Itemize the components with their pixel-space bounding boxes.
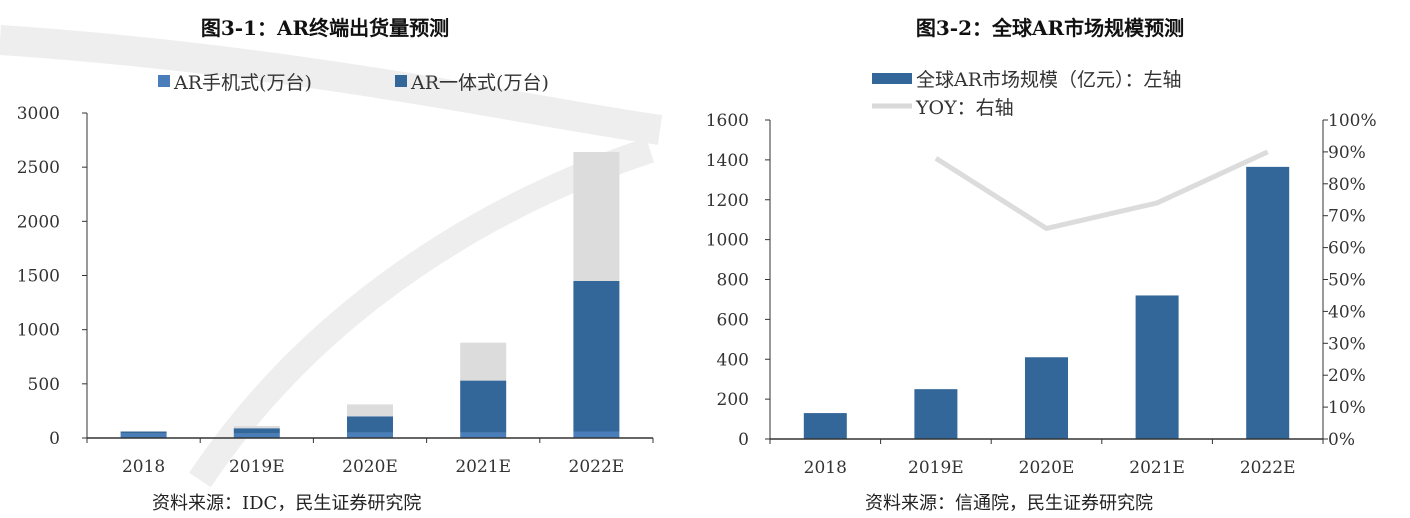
chart-1-title: 图3-1：AR终端出货量预测 xyxy=(201,16,449,40)
legend-swatch-standalone-ar xyxy=(395,75,407,87)
chart-2-left-tick-label: 1000 xyxy=(706,231,749,251)
chart-2-right-tick-label: 100% xyxy=(1328,111,1377,131)
chart-2-right-tick-label: 70% xyxy=(1328,207,1366,227)
legend-label-standalone-ar: AR一体式(万台) xyxy=(410,72,549,94)
chart-2-bar xyxy=(1135,295,1179,439)
chart-2-legend: 全球AR市场规模（亿元）：左轴 YOY：右轴 xyxy=(872,69,1182,119)
chart-1-y-tick-label: 3000 xyxy=(17,104,60,124)
chart-1-x-axis-labels: 2018 2019E 2020E 2021E 2022E xyxy=(86,438,654,477)
chart-1-bar-segment-2 xyxy=(347,404,393,417)
chart-2-left-tick-label: 1600 xyxy=(706,111,749,131)
chart-2-right-tick-label: 10% xyxy=(1328,398,1366,418)
chart-1-y-tick-label: 500 xyxy=(28,375,60,395)
chart-2-x-tick-label: 2022E xyxy=(1240,458,1296,478)
chart-1-x-tick-label: 2018 xyxy=(122,457,165,477)
chart-2-bar xyxy=(803,413,847,439)
chart-2: 图3-2：全球AR市场规模预测 全球AR市场规模（亿元）：左轴 YOY：右轴 0… xyxy=(706,16,1377,514)
chart-2-left-tick-label: 1400 xyxy=(706,151,749,171)
chart-2-left-tick-label: 1200 xyxy=(706,191,749,211)
chart-1-y-tick-label: 1000 xyxy=(17,321,60,341)
chart-1-bar-segment-0 xyxy=(347,432,393,438)
chart-1-y-tick-label: 2500 xyxy=(17,158,60,178)
legend-label-yoy: YOY：右轴 xyxy=(915,97,1014,119)
chart-2-x-tick-label: 2020E xyxy=(1019,458,1075,478)
chart-1-x-tick-label: 2020E xyxy=(342,457,398,477)
chart-1-y-tick-label: 0 xyxy=(49,429,60,449)
chart-2-x-tick-label: 2021E xyxy=(1129,458,1185,478)
chart-1-x-tick-label: 2019E xyxy=(229,457,285,477)
chart-2-right-axis-ticks: 0% 10% 20% 30% 40% 50% 60% 70% 80% 90% 100% xyxy=(1323,111,1377,450)
legend-swatch-market-size xyxy=(872,73,912,84)
chart-2-left-tick-label: 400 xyxy=(717,350,749,370)
chart-2-left-tick-label: 200 xyxy=(717,390,749,410)
chart-1-bar-segment-0 xyxy=(233,433,280,438)
chart-2-bar xyxy=(1025,357,1068,439)
chart-2-left-tick-label: 0 xyxy=(738,430,749,450)
legend-swatch-phone-ar xyxy=(158,75,170,87)
chart-2-right-tick-label: 80% xyxy=(1328,175,1366,195)
chart-1-bar-segment-1 xyxy=(233,428,280,434)
chart-2-bar xyxy=(1246,166,1290,439)
chart-2-bars xyxy=(803,166,1290,439)
chart-1-source: 资料来源：IDC，民生证券研究院 xyxy=(152,493,421,514)
chart-1-y-tick-label: 2000 xyxy=(17,212,60,232)
chart-1-x-tick-label: 2021E xyxy=(455,457,511,477)
chart-2-title: 图3-2：全球AR市场规模预测 xyxy=(916,16,1184,40)
chart-1-bar-segment-0 xyxy=(120,433,167,438)
chart-2-x-axis-labels: 2018 2019E 2020E 2021E 2022E xyxy=(769,439,1324,478)
chart-2-left-tick-label: 800 xyxy=(717,271,749,291)
chart-2-left-axis-ticks: 0 200 400 600 800 1000 1200 1400 1600 xyxy=(706,111,770,450)
legend-label-market-size: 全球AR市场规模（亿元）：左轴 xyxy=(916,69,1182,91)
legend-label-phone-ar: AR手机式(万台) xyxy=(173,72,312,94)
chart-1-bar-segment-0 xyxy=(460,432,507,438)
chart-1-y-tick-label: 1500 xyxy=(17,267,60,287)
chart-2-right-tick-label: 20% xyxy=(1328,366,1366,386)
chart-2-bar xyxy=(914,389,958,439)
chart-1-bars xyxy=(120,152,620,438)
chart-1-bar-segment-2 xyxy=(460,342,507,381)
chart-1-bar-segment-1 xyxy=(573,280,620,432)
chart-1: 图3-1：AR终端出货量预测 AR手机式(万台) AR一体式(万台) 0 500 1… xyxy=(17,16,654,514)
chart-1-legend: AR手机式(万台) AR一体式(万台) xyxy=(158,72,549,94)
chart-1-x-tick-label: 2022E xyxy=(569,457,625,477)
chart-1-bar-segment-2 xyxy=(573,152,620,281)
chart-1-bar-segment-1 xyxy=(460,380,507,433)
chart-1-bar-segment-1 xyxy=(347,416,393,433)
chart-2-right-tick-label: 60% xyxy=(1328,239,1366,259)
chart-2-source: 资料来源：信通院，民生证券研究院 xyxy=(865,493,1153,514)
watermark-swoosh xyxy=(0,25,663,145)
chart-2-x-tick-label: 2019E xyxy=(908,458,964,478)
chart-2-left-tick-label: 600 xyxy=(717,310,749,330)
chart-2-right-tick-label: 40% xyxy=(1328,302,1366,322)
chart-2-right-tick-label: 90% xyxy=(1328,143,1366,163)
chart-2-x-tick-label: 2018 xyxy=(804,458,847,478)
chart-1-bar-segment-1 xyxy=(120,431,167,434)
chart-2-right-tick-label: 30% xyxy=(1328,334,1366,354)
chart-1-bar-segment-2 xyxy=(233,426,280,429)
chart-2-yoy-line xyxy=(934,149,1269,231)
chart-1-bar-segment-0 xyxy=(573,431,620,438)
chart-2-right-tick-label: 0% xyxy=(1328,430,1355,450)
chart-1-y-axis-ticks: 0 500 1000 1500 2000 2500 3000 xyxy=(17,104,87,449)
chart-2-right-tick-label: 50% xyxy=(1328,271,1366,291)
